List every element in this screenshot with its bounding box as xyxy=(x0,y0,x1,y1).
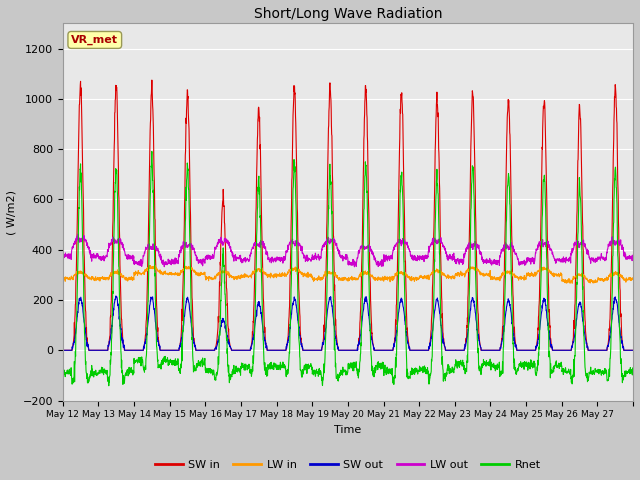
LW out xyxy=(351,264,358,270)
LW out xyxy=(520,258,528,264)
Rnet xyxy=(116,326,124,332)
LW out xyxy=(552,260,560,266)
Line: LW out: LW out xyxy=(63,234,633,267)
LW out xyxy=(116,236,124,241)
LW in xyxy=(116,270,124,276)
Title: Short/Long Wave Radiation: Short/Long Wave Radiation xyxy=(253,7,442,21)
SW out xyxy=(552,348,560,353)
LW in xyxy=(629,276,637,282)
Text: VR_met: VR_met xyxy=(71,35,118,45)
LW out xyxy=(74,231,82,237)
LW in xyxy=(59,276,67,282)
SW in xyxy=(116,237,124,243)
SW in xyxy=(520,348,528,353)
LW out xyxy=(629,256,637,262)
Rnet xyxy=(520,366,528,372)
SW out xyxy=(112,293,120,299)
LW out xyxy=(239,257,247,263)
LW in xyxy=(239,273,247,279)
Rnet xyxy=(105,383,113,389)
LW in xyxy=(145,263,153,268)
X-axis label: Time: Time xyxy=(334,425,362,435)
SW out xyxy=(621,348,629,353)
SW in xyxy=(239,348,247,353)
Legend: SW in, LW in, SW out, LW out, Rnet: SW in, LW in, SW out, LW out, Rnet xyxy=(150,455,545,474)
SW out xyxy=(59,348,67,353)
LW out xyxy=(383,256,390,262)
SW out xyxy=(239,348,247,353)
LW in xyxy=(520,275,528,281)
LW out xyxy=(621,253,629,259)
Rnet xyxy=(59,371,67,377)
SW in xyxy=(59,348,67,353)
SW out xyxy=(629,348,637,353)
Rnet xyxy=(629,367,637,372)
LW out xyxy=(59,252,67,258)
Line: SW out: SW out xyxy=(63,296,633,350)
Line: Rnet: Rnet xyxy=(63,152,633,386)
Line: LW in: LW in xyxy=(63,265,633,283)
SW in xyxy=(621,348,629,353)
SW out xyxy=(116,320,124,325)
Rnet xyxy=(148,149,156,155)
LW in xyxy=(568,280,576,286)
SW out xyxy=(383,348,390,353)
Rnet xyxy=(239,363,247,369)
SW in xyxy=(148,77,156,83)
Rnet xyxy=(621,371,629,376)
SW in xyxy=(552,348,560,353)
Line: SW in: SW in xyxy=(63,80,633,350)
SW in xyxy=(383,348,390,353)
Rnet xyxy=(552,358,560,364)
Rnet xyxy=(383,366,390,372)
SW in xyxy=(629,348,637,353)
LW in xyxy=(621,277,629,283)
SW out xyxy=(520,348,528,353)
LW in xyxy=(552,272,560,277)
LW in xyxy=(383,276,390,282)
Y-axis label: ( W/m2): ( W/m2) xyxy=(7,190,17,235)
